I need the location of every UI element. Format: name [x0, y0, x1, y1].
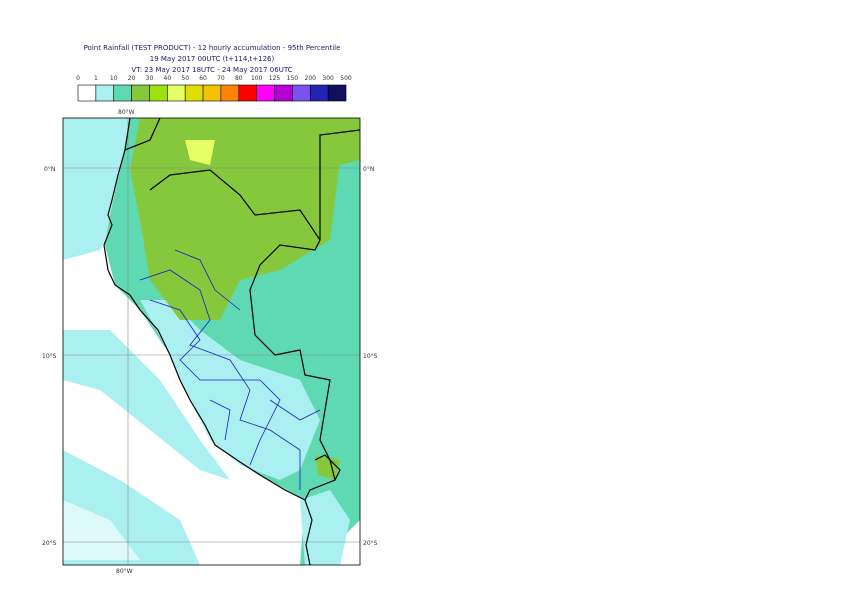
map-frame	[62, 117, 361, 566]
map	[63, 118, 360, 565]
legend-swatch	[292, 84, 311, 102]
legend-swatch	[274, 84, 293, 102]
legend-label: 70	[217, 75, 225, 82]
legend-swatch	[149, 84, 168, 102]
legend-label: 60	[199, 75, 207, 82]
legend-label: 125	[269, 75, 281, 82]
lon-label: 80°W	[116, 568, 133, 575]
valid-time: VT: 23 May 2017 18UTC - 24 May 2017 06UT…	[131, 66, 292, 74]
legend-label: 30	[146, 75, 154, 82]
legend-swatch	[77, 84, 97, 102]
legend-label: 80	[235, 75, 243, 82]
lat-label: 0°N	[44, 166, 55, 173]
legend-swatch	[220, 84, 240, 102]
legend-label: 40	[164, 75, 172, 82]
legend-label: 300	[322, 75, 334, 82]
legend-label: 200	[305, 75, 317, 82]
legend-label: 10	[110, 75, 118, 82]
legend-label: 500	[340, 75, 352, 82]
legend: 0 1 10 20 30 40 50 60 70 80 100 125 150 200 300 500	[76, 75, 352, 102]
legend-label: 50	[181, 75, 189, 82]
legend-swatch	[184, 84, 204, 102]
lat-label: 20°S	[42, 540, 57, 547]
legend-swatch	[256, 84, 275, 102]
legend-swatch	[238, 84, 257, 102]
legend-label: 0	[76, 75, 80, 82]
legend-label: 150	[287, 75, 299, 82]
legend-swatch	[131, 84, 150, 102]
legend-label: 100	[251, 75, 263, 82]
lat-label: 10°S	[363, 353, 378, 360]
lat-label: 10°S	[42, 353, 57, 360]
legend-swatch	[309, 84, 329, 102]
legend-swatch	[113, 84, 132, 102]
legend-swatch	[167, 84, 186, 102]
legend-swatch	[202, 84, 222, 102]
legend-swatch	[95, 84, 115, 102]
legend-label: 20	[128, 75, 136, 82]
legend-swatch	[327, 84, 347, 102]
title: Point Rainfall (TEST PRODUCT) - 12 hourl…	[84, 44, 341, 52]
legend-label: 1	[94, 75, 98, 82]
lat-label: 20°S	[363, 540, 378, 547]
base-time: 19 May 2017 00UTC (t+114,t+126)	[150, 55, 275, 63]
lon-label: 80°W	[118, 109, 135, 116]
lat-label: 0°N	[363, 166, 374, 173]
